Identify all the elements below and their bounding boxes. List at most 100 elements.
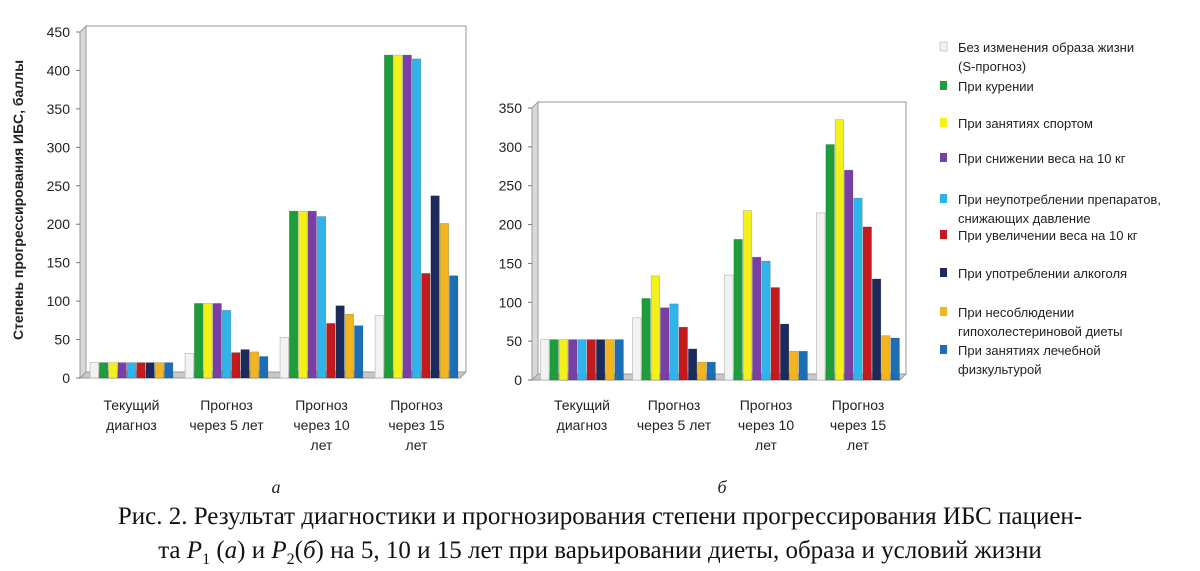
chart-0-bar-2-1	[289, 210, 299, 379]
chart-1-bar-1-8	[706, 361, 716, 381]
chart-1-y-tick-label: 300	[499, 139, 523, 155]
legend-swatch-3	[940, 153, 947, 162]
chart-0-panel-label: а	[272, 477, 281, 497]
legend-label-6: При употреблении алкоголя	[958, 266, 1127, 281]
chart-1-bar-3-4	[853, 197, 863, 381]
chart-1-bar-1-4	[669, 303, 679, 381]
legend-label-7: При несоблюдении	[958, 305, 1074, 320]
chart-0-bar-3-8	[449, 275, 459, 379]
chart-1-bar-2-2	[742, 210, 752, 381]
chart-0-y-tick-label: 50	[54, 332, 70, 348]
chart-1-bar-0-8	[614, 339, 624, 381]
chart-1-category-label: Текущий	[554, 397, 610, 413]
chart-1-category-label: лет	[847, 437, 869, 453]
chart-0-bar-0-4	[126, 362, 137, 379]
chart-1-category-label: Прогноз	[648, 397, 701, 413]
chart-0-y-tick-label: 250	[47, 178, 71, 194]
legend-label-0: (S-прогноз)	[958, 59, 1026, 74]
chart-0-bar-1-4	[221, 310, 232, 379]
chart-1-bar-2-7	[789, 350, 799, 381]
chart-1-bar-1-6	[688, 348, 698, 381]
chart-1-bar-2-3	[752, 256, 762, 381]
chart-0-category-label: Прогноз	[295, 397, 348, 413]
chart-0-bar-1-0	[184, 353, 194, 379]
legend-swatch-5	[940, 230, 947, 239]
chart-0-bar-0-6	[145, 362, 155, 379]
chart-0-bar-3-4	[411, 58, 422, 379]
patient-p2: P	[271, 537, 287, 564]
chart-0-bar-3-2	[393, 54, 403, 379]
chart-0-bar-1-6	[240, 349, 250, 379]
chart-1-category-label: через 15	[830, 417, 886, 433]
chart-0-category-label: лет	[311, 437, 333, 453]
chart-1-category-label: Прогноз	[832, 397, 885, 413]
legend-swatch-4	[940, 194, 947, 203]
chart-0-y-tick-label: 150	[47, 255, 71, 271]
chart-0-bar-0-0	[89, 362, 99, 379]
chart-0-bar-2-8	[354, 325, 364, 379]
legend-label-0: Без изменения образа жизни	[958, 40, 1134, 55]
chart-0-bar-0-1	[99, 362, 109, 379]
chart-0-category-label: диагноз	[106, 417, 157, 433]
chart-0-category-label: лет	[406, 437, 428, 453]
chart-0-bar-1-2	[203, 303, 213, 379]
chart-1-bar-0-6	[596, 339, 606, 381]
chart-1-bar-1-5	[678, 326, 688, 381]
chart-1-category-label: лет	[755, 437, 777, 453]
chart-0-bar-3-1	[384, 54, 394, 379]
legend-label-4: При неупотреблении препаратов,	[958, 192, 1161, 207]
chart-0-bar-0-5	[136, 362, 146, 379]
chart-0-category-label: через 10	[293, 417, 349, 433]
chart-1-bar-2-1	[733, 239, 743, 381]
legend-label-5: При увеличении веса на 10 кг	[958, 228, 1138, 243]
chart-1-bar-3-0	[816, 212, 826, 381]
chart-1-bar-2-8	[798, 350, 808, 381]
chart-0-bar-1-5	[231, 352, 241, 379]
chart-0-y-tick-label: 400	[47, 62, 71, 78]
chart-0-bar-1-8	[259, 356, 269, 379]
legend-label-7: гипохолестериновой диеты	[958, 324, 1123, 339]
chart-0-bar-3-0	[374, 315, 384, 379]
chart-0-y-tick-label: 200	[47, 216, 71, 232]
chart-0-bar-1-1	[194, 303, 204, 379]
legend-label-4: снижающих давление	[958, 211, 1091, 226]
chart-0-bar-2-6	[335, 305, 345, 379]
legend-label-3: При снижении веса на 10 кг	[958, 151, 1126, 166]
chart-1-bar-0-3	[568, 339, 578, 381]
chart-1-bar-0-2	[558, 339, 568, 381]
chart-1-y-tick-label: 250	[499, 178, 523, 194]
chart-0-bar-1-3	[212, 303, 222, 379]
chart-0-y-tick-label: 300	[47, 139, 71, 155]
chart-1-y-tick-label: 100	[499, 294, 523, 310]
chart-1-bar-0-0	[540, 339, 550, 381]
chart-0-bar-3-5	[421, 273, 431, 379]
chart-1-category-label: диагноз	[557, 417, 608, 433]
chart-1-bar-2-5	[770, 287, 780, 381]
chart-1-side-wall	[531, 100, 539, 382]
legend-swatch-1	[940, 81, 947, 90]
chart-1-y-tick-label: 200	[499, 217, 523, 233]
chart-1-bar-3-5	[862, 226, 872, 381]
chart-0-y-tick-label: 100	[47, 293, 71, 309]
chart-1-bar-3-2	[834, 119, 844, 381]
legend-swatch-7	[940, 307, 947, 316]
chart-0-bar-3-3	[402, 54, 412, 379]
chart-0-bar-2-3	[307, 210, 317, 379]
legend-label-8: физкультурой	[958, 362, 1041, 377]
chart-0-y-tick-label: 450	[47, 24, 71, 40]
chart-0-category-label: через 15	[388, 417, 444, 433]
chart-1-bar-3-1	[825, 144, 835, 381]
chart-1-category-label: через 5 лет	[637, 417, 712, 433]
chart-0-back-wall	[85, 25, 467, 373]
legend-swatch-6	[940, 268, 947, 277]
legend-swatch-0	[939, 41, 948, 52]
chart-0-side-wall	[79, 24, 87, 380]
chart-1-bar-0-5	[586, 339, 596, 381]
legend-label-1: При курении	[958, 79, 1034, 94]
chart-1-bar-2-4	[761, 260, 771, 381]
chart-1-bar-2-0	[724, 274, 734, 381]
chart-0-category-label: Прогноз	[200, 397, 253, 413]
chart-1-category-label: Прогноз	[740, 397, 793, 413]
chart-0-category-label: Прогноз	[390, 397, 443, 413]
figure-canvas: 0 50 100 150 200 250 300 350 400 450 Текущий диагно…	[10, 24, 1161, 497]
